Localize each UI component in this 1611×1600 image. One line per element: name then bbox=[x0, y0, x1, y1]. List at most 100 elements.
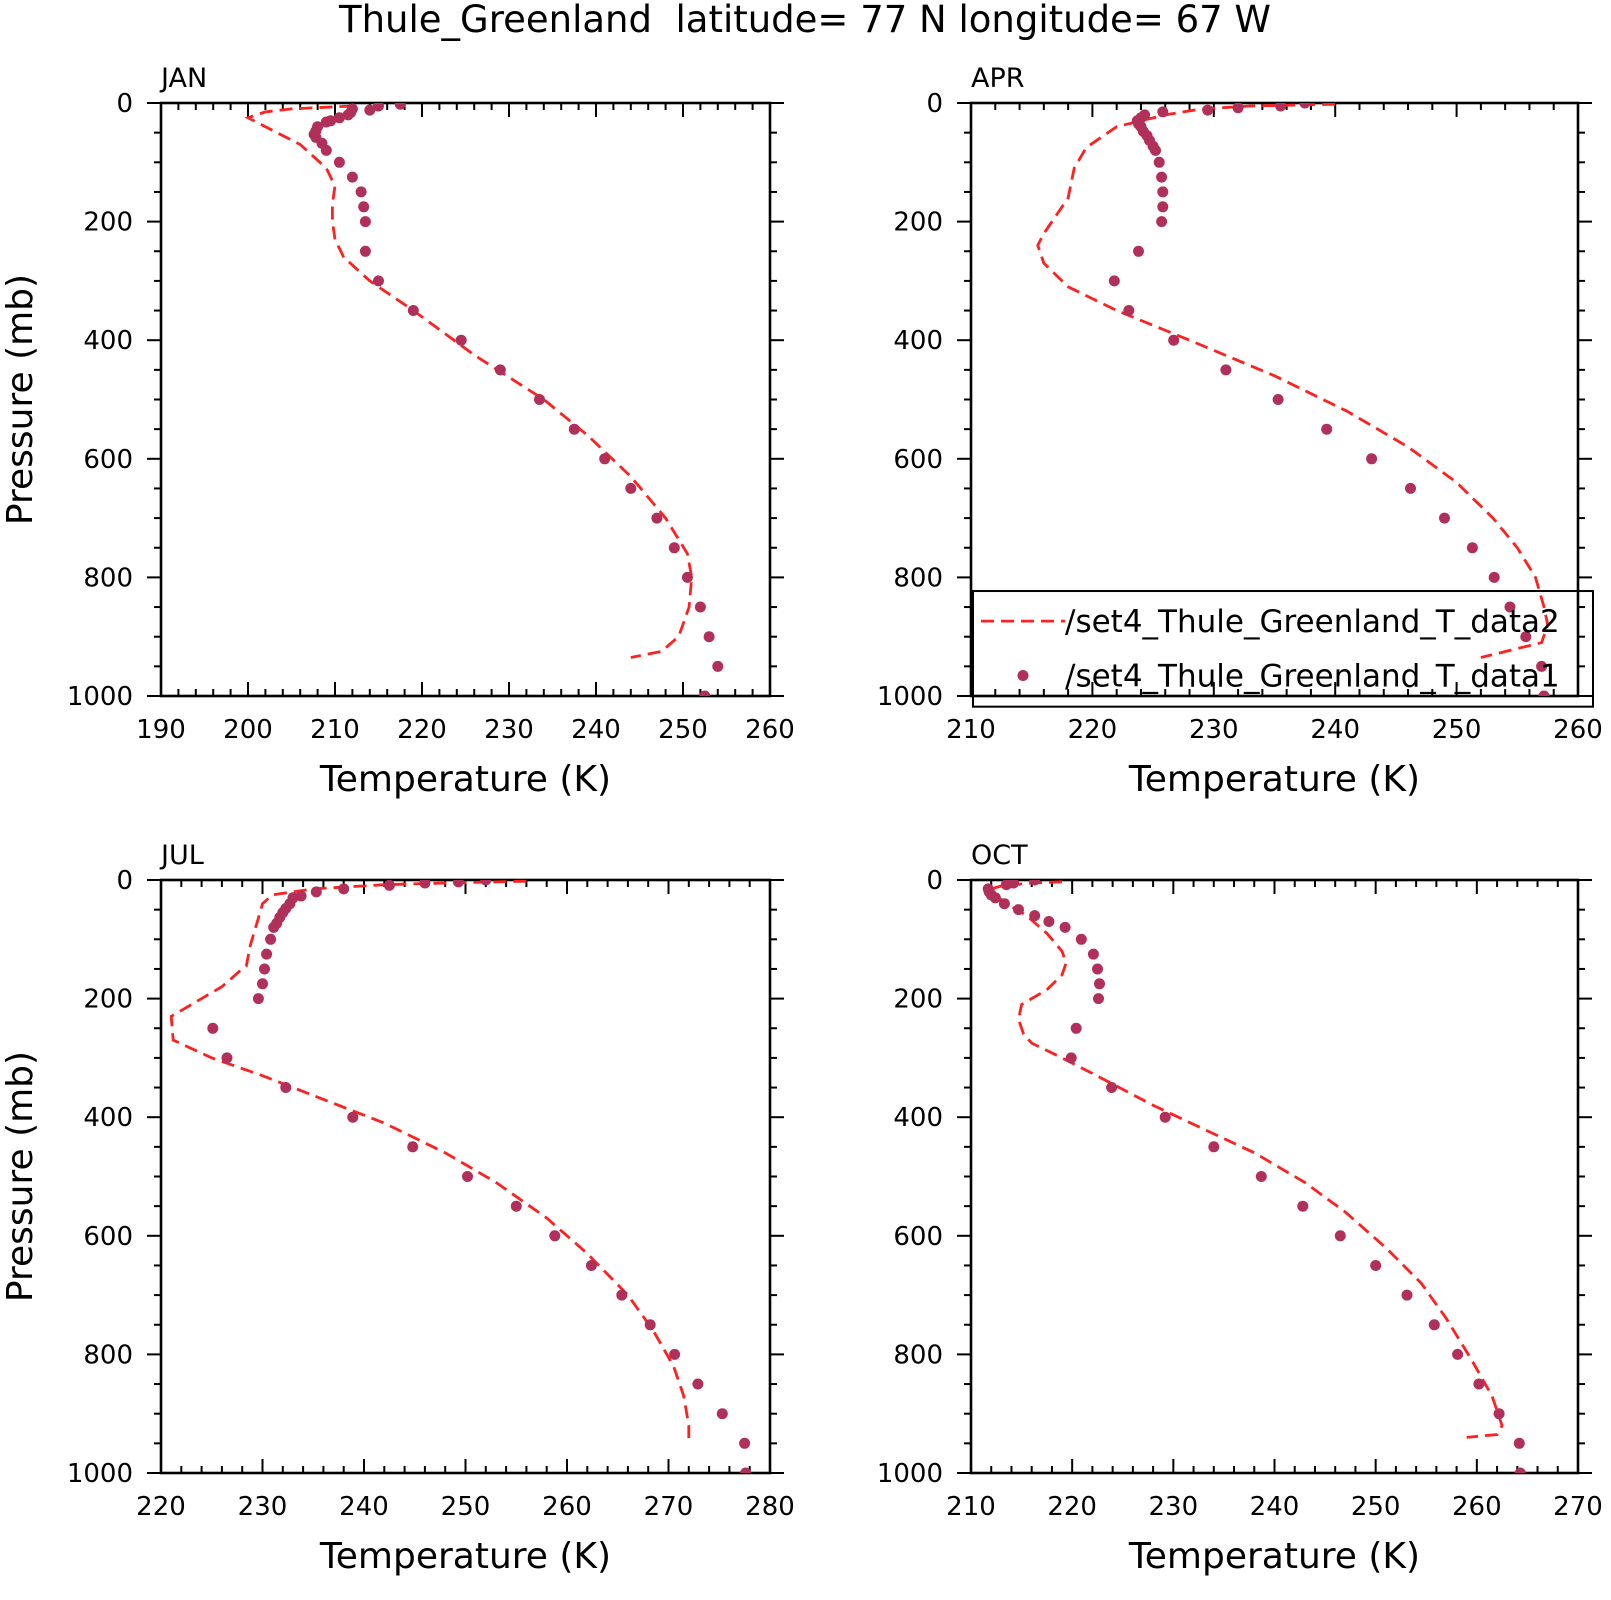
y-tick-label: 200 bbox=[893, 985, 943, 1015]
data-point bbox=[259, 963, 270, 975]
x-tick-label: 240 bbox=[571, 715, 621, 745]
y-tick-label: 400 bbox=[83, 326, 133, 356]
data-point bbox=[1043, 916, 1055, 927]
x-tick-label: 240 bbox=[339, 1492, 389, 1522]
y-tick-label: 800 bbox=[893, 1340, 943, 1370]
data-point bbox=[989, 892, 1001, 904]
panel-jan: 190 200 210 220 230 240 250 260 0 200 400 600 800 100… bbox=[0, 63, 795, 800]
data-point bbox=[1538, 690, 1550, 696]
data-point bbox=[407, 1141, 419, 1153]
data-point bbox=[394, 103, 406, 110]
data-point bbox=[268, 921, 280, 933]
data-point bbox=[1075, 933, 1087, 945]
series-model-line bbox=[988, 880, 1504, 1439]
data-point bbox=[342, 109, 354, 121]
data-point bbox=[1157, 186, 1169, 198]
legend-dot-swatch bbox=[1017, 669, 1029, 681]
data-point bbox=[338, 883, 350, 895]
y-tick-label: 600 bbox=[83, 1222, 133, 1252]
data-point bbox=[1013, 904, 1024, 916]
x-tick-label: 210 bbox=[946, 1492, 996, 1522]
y-tick-label: 1000 bbox=[877, 682, 943, 712]
data-point bbox=[1488, 571, 1500, 583]
data-point bbox=[1123, 305, 1135, 316]
data-point bbox=[320, 116, 332, 128]
data-point bbox=[1092, 963, 1103, 975]
data-point bbox=[1106, 1082, 1118, 1093]
x-tick-label: 220 bbox=[1068, 715, 1118, 745]
x-tick-label: 200 bbox=[223, 715, 273, 745]
data-point bbox=[739, 1437, 751, 1449]
data-point bbox=[1156, 216, 1168, 228]
data-point bbox=[1466, 542, 1478, 554]
data-point bbox=[668, 542, 680, 554]
y-tick-label: 200 bbox=[83, 985, 133, 1015]
data-point bbox=[347, 1111, 359, 1123]
x-axis-label: Temperature (K) bbox=[1128, 759, 1420, 800]
plot-data bbox=[169, 880, 752, 1473]
x-tick-label: 210 bbox=[946, 715, 996, 745]
x-tick-label: 250 bbox=[441, 1492, 491, 1522]
data-point bbox=[1366, 453, 1378, 465]
y-tick-label: 200 bbox=[893, 208, 943, 238]
data-point bbox=[359, 245, 371, 257]
data-point bbox=[364, 104, 376, 116]
panels: 190 200 210 220 230 240 250 260 0 200 400 600 800 100… bbox=[0, 63, 1603, 1577]
panel-label-jul: JUL bbox=[159, 840, 204, 871]
data-point bbox=[1133, 245, 1144, 257]
data-point bbox=[346, 171, 358, 183]
data-point bbox=[1334, 1230, 1346, 1242]
data-point bbox=[1059, 921, 1071, 933]
data-point bbox=[1232, 103, 1244, 114]
x-tick-label: 260 bbox=[1553, 715, 1603, 745]
plot-data bbox=[982, 880, 1526, 1473]
y-tick-label: 800 bbox=[83, 563, 133, 593]
data-point bbox=[1208, 1141, 1220, 1153]
data-point bbox=[221, 1052, 233, 1064]
x-tick-label: 220 bbox=[136, 1492, 186, 1522]
data-point bbox=[616, 1289, 628, 1301]
data-point bbox=[1428, 1319, 1440, 1331]
data-point bbox=[1157, 106, 1169, 118]
data-point bbox=[651, 512, 663, 524]
data-point bbox=[1157, 201, 1169, 213]
legend: /set4_Thule_Greenland_T_data2/set4_Thule… bbox=[972, 590, 1594, 708]
data-point bbox=[1275, 103, 1287, 112]
data-point bbox=[1452, 1348, 1464, 1360]
x-tick-label: 240 bbox=[1250, 1492, 1300, 1522]
series-model-line bbox=[169, 880, 691, 1441]
x-tick-label: 250 bbox=[658, 715, 708, 745]
y-tick-label: 0 bbox=[926, 866, 943, 896]
data-point bbox=[740, 1467, 752, 1473]
data-point bbox=[1493, 1408, 1505, 1420]
data-point bbox=[1536, 660, 1548, 672]
data-point bbox=[1220, 364, 1232, 376]
data-point bbox=[1087, 948, 1099, 960]
data-point bbox=[358, 201, 370, 213]
x-tick-label: 220 bbox=[397, 715, 447, 745]
x-tick-label: 230 bbox=[484, 715, 534, 745]
data-point bbox=[1093, 993, 1104, 1005]
data-point bbox=[373, 103, 384, 112]
data-point bbox=[703, 631, 715, 643]
x-tick-label: 240 bbox=[1310, 715, 1360, 745]
data-point bbox=[549, 1230, 561, 1242]
x-tick-label: 230 bbox=[1149, 1492, 1199, 1522]
data-point bbox=[207, 1022, 219, 1034]
data-point bbox=[257, 978, 268, 990]
data-point bbox=[419, 880, 431, 889]
y-tick-label: 200 bbox=[83, 208, 133, 238]
data-point bbox=[712, 660, 724, 672]
x-axis-label: Temperature (K) bbox=[1128, 1536, 1420, 1577]
data-point bbox=[1401, 1289, 1413, 1301]
data-point bbox=[510, 1200, 522, 1212]
data-point bbox=[252, 993, 264, 1005]
panel-label-jan: JAN bbox=[159, 63, 207, 94]
data-point bbox=[1514, 1467, 1526, 1473]
x-tick-label: 260 bbox=[1452, 1492, 1502, 1522]
data-point bbox=[1297, 1200, 1309, 1212]
data-point bbox=[568, 423, 580, 435]
data-point bbox=[625, 482, 637, 494]
legend-label-data2: /set4_Thule_Greenland_T_data2 bbox=[1065, 604, 1560, 640]
